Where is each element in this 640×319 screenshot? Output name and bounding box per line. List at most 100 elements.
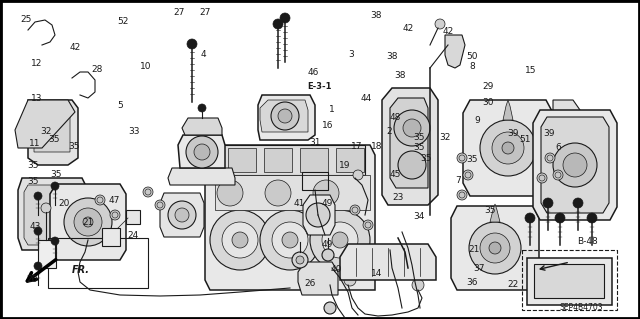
Polygon shape [178,135,225,168]
Circle shape [155,200,165,210]
Text: 42: 42 [442,27,454,36]
Polygon shape [298,262,338,295]
Circle shape [573,198,583,208]
Text: 35: 35 [49,135,60,144]
Circle shape [51,182,59,190]
Text: 38: 38 [371,11,382,20]
Polygon shape [28,100,78,165]
Text: 35: 35 [484,206,495,215]
Text: 32: 32 [439,133,451,142]
Circle shape [74,208,102,236]
Text: 11: 11 [29,139,41,148]
Circle shape [412,279,424,291]
Text: 9: 9 [474,116,479,125]
Text: 35: 35 [28,177,39,186]
Text: 13: 13 [31,94,43,103]
Circle shape [553,170,563,180]
Polygon shape [503,100,513,120]
Circle shape [457,190,467,200]
Circle shape [398,151,426,179]
Text: 49: 49 [322,241,333,249]
Text: 29: 29 [482,82,493,91]
Circle shape [350,205,360,215]
Text: 20: 20 [58,199,70,208]
Circle shape [175,208,189,222]
Polygon shape [260,100,308,132]
Polygon shape [451,206,539,290]
Polygon shape [220,145,365,175]
Circle shape [210,210,270,270]
Polygon shape [463,100,553,196]
Circle shape [306,203,330,227]
Circle shape [403,119,421,137]
Circle shape [232,232,248,248]
Text: 52: 52 [117,17,129,26]
Text: 36: 36 [467,278,478,287]
Text: 40: 40 [330,265,342,274]
Circle shape [394,110,430,146]
Text: 28: 28 [92,65,103,74]
Circle shape [555,213,565,223]
Text: 24: 24 [127,231,139,240]
Text: 50: 50 [467,52,478,61]
Text: 34: 34 [413,212,425,221]
Circle shape [143,187,153,197]
Text: 45: 45 [390,170,401,179]
Text: 8: 8 [470,62,475,71]
Text: 21: 21 [83,218,94,227]
Circle shape [272,222,308,258]
Text: 35: 35 [68,142,79,151]
Text: 35: 35 [467,155,478,164]
Bar [102,228,120,246]
Polygon shape [300,148,328,172]
Circle shape [332,232,348,248]
Text: 42: 42 [403,24,414,33]
Text: 14: 14 [371,269,382,278]
Text: 41: 41 [294,199,305,208]
Text: 33: 33 [129,127,140,136]
Polygon shape [382,88,438,205]
Bar [38,240,56,268]
Polygon shape [445,35,465,68]
Circle shape [553,143,597,187]
Text: 15: 15 [525,66,537,75]
Circle shape [51,237,59,245]
Text: 25: 25 [20,15,31,24]
Text: 23: 23 [392,193,404,202]
Circle shape [280,13,290,23]
Text: 46: 46 [308,68,319,77]
Text: 27: 27 [199,8,211,17]
Text: 7: 7 [455,176,460,185]
Text: 26: 26 [305,279,316,288]
Circle shape [41,203,51,213]
Polygon shape [182,118,222,135]
Circle shape [64,198,112,246]
Text: 12: 12 [31,59,43,68]
Text: 27: 27 [173,8,185,17]
Circle shape [322,222,358,258]
Circle shape [198,104,206,112]
Polygon shape [340,244,436,280]
Polygon shape [527,258,612,305]
Circle shape [353,170,363,180]
Circle shape [271,102,299,130]
Circle shape [502,142,514,154]
Text: 47: 47 [108,196,120,205]
Polygon shape [336,148,364,172]
Text: 16: 16 [322,121,333,130]
Circle shape [545,153,555,163]
Circle shape [435,19,445,29]
Text: 35: 35 [28,161,39,170]
Circle shape [278,109,292,123]
Text: E-3-1: E-3-1 [308,82,332,91]
Circle shape [480,120,536,176]
Circle shape [313,180,339,206]
Polygon shape [205,145,375,290]
Text: 31: 31 [309,138,321,147]
Text: 35: 35 [51,170,62,179]
Circle shape [34,262,42,270]
Text: 30: 30 [482,98,493,107]
Text: 44: 44 [360,94,372,103]
Polygon shape [390,98,428,188]
Circle shape [480,233,510,263]
